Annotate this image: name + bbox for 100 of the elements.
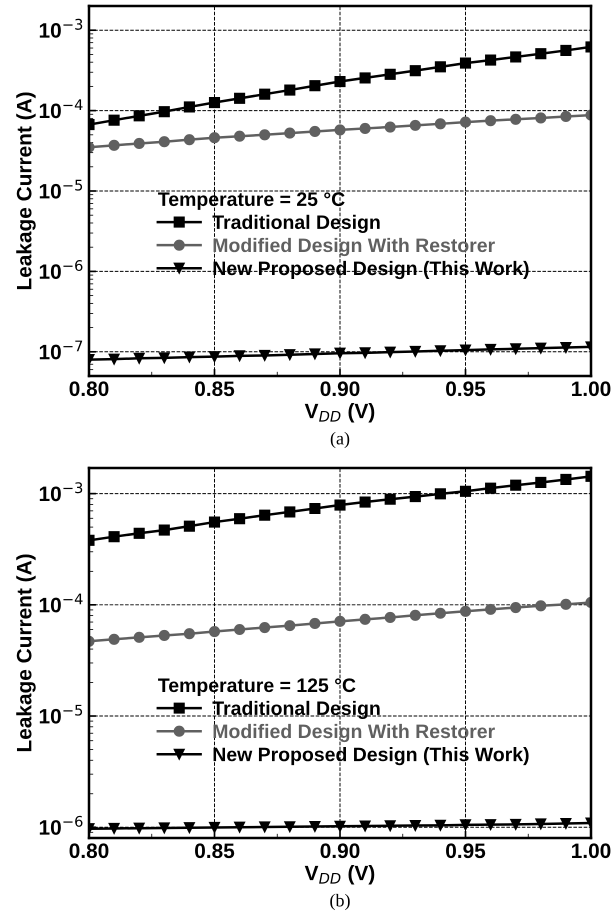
point [234, 624, 246, 636]
point [108, 354, 120, 365]
point [434, 61, 446, 72]
point [510, 602, 522, 614]
point [434, 345, 446, 356]
point [309, 348, 320, 360]
point [208, 351, 220, 362]
point [284, 821, 296, 832]
point [134, 352, 145, 364]
x-tick-label: 0.90 [320, 843, 360, 858]
point [410, 346, 421, 358]
point [560, 474, 572, 486]
y-axis-title: Leakage Current (A) [16, 554, 36, 752]
point [108, 531, 120, 542]
point [384, 346, 396, 358]
point [535, 342, 546, 354]
point [158, 822, 170, 834]
point [234, 513, 246, 524]
point [309, 502, 320, 514]
y-axis-title: Leakage Current (A) [16, 92, 36, 290]
point [309, 820, 320, 832]
point [460, 116, 472, 128]
point [158, 352, 170, 364]
legend-label: Traditional Design [212, 214, 380, 233]
point [259, 129, 270, 140]
point [208, 516, 220, 528]
point [410, 120, 421, 131]
legend-label: Traditional Design [212, 700, 380, 720]
point [134, 632, 145, 643]
point [284, 506, 296, 518]
point [535, 818, 546, 830]
point [184, 134, 195, 146]
point [259, 88, 270, 100]
point [360, 347, 371, 358]
point [158, 524, 170, 536]
point [309, 126, 320, 138]
y-tick-label: 10$^{−6}$ [40, 260, 82, 279]
point [560, 110, 572, 122]
point [134, 822, 145, 834]
point [535, 48, 546, 60]
y-tick-label: 10$^{−4}$ [40, 594, 83, 612]
point [460, 606, 472, 617]
x-tick-label: 1.00 [572, 381, 610, 396]
point [460, 344, 472, 356]
legend-label: New Proposed Design (This Work) [214, 746, 529, 766]
point [334, 124, 346, 136]
point [234, 130, 246, 142]
legend-label: Modified Design With Restorer [214, 724, 495, 742]
point [208, 822, 220, 834]
point [485, 54, 496, 66]
point [510, 114, 522, 125]
point [234, 350, 246, 362]
y-tick-label: 10$^{−5}$ [40, 704, 82, 724]
point [284, 620, 296, 632]
point [284, 84, 296, 96]
point [309, 80, 320, 92]
point [234, 92, 246, 104]
point [360, 820, 371, 832]
point [184, 352, 195, 363]
point [510, 480, 522, 491]
y-tick-label: 10$^{−5}$ [40, 180, 82, 199]
point [460, 58, 472, 69]
point [510, 818, 522, 830]
point [108, 114, 120, 126]
x-axis-title: V$_{DD}$ (V) [304, 865, 374, 884]
x-tick-label: 0.95 [446, 843, 486, 858]
point [360, 614, 371, 625]
point [460, 819, 472, 830]
point [284, 128, 296, 139]
x-axis-title: V$_{DD}$ (V) [304, 403, 374, 422]
legend-title: Temperature = 25 °C [158, 192, 345, 210]
point [485, 344, 496, 355]
y-tick-label: 10$^{−7}$ [40, 340, 82, 360]
x-tick-label: 0.90 [320, 381, 360, 396]
point [208, 626, 220, 638]
point [334, 820, 346, 832]
point [434, 118, 446, 130]
point [460, 486, 472, 497]
point [485, 604, 496, 615]
point [535, 600, 546, 612]
x-tick-label: 0.95 [446, 381, 486, 396]
point [560, 818, 572, 830]
y-tick-label: 10$^{−6}$ [40, 816, 82, 835]
x-tick-label: 0.80 [70, 843, 108, 858]
point [410, 65, 421, 76]
point [184, 628, 195, 640]
point [208, 96, 220, 108]
point [259, 510, 270, 521]
point [384, 494, 396, 505]
legend-label: Modified Design With Restorer [214, 238, 495, 256]
legend-title: Temperature = 125 °C [158, 678, 356, 696]
point [234, 822, 246, 833]
point [510, 343, 522, 354]
point [485, 115, 496, 126]
point [108, 140, 120, 151]
point [560, 342, 572, 354]
point [108, 822, 120, 834]
point [158, 630, 170, 642]
point [309, 618, 320, 630]
text: (a) [330, 432, 350, 448]
